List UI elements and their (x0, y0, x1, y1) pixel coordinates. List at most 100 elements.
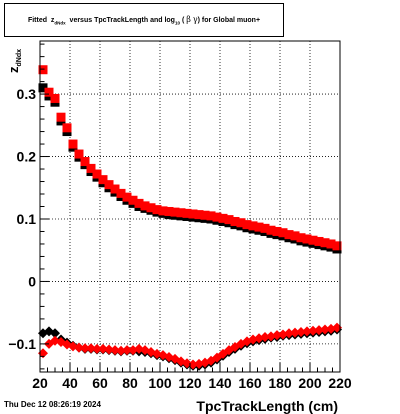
grid-lines (40, 41, 340, 372)
data-point-diamond (92, 343, 102, 354)
data-point-square (272, 226, 282, 236)
y-tick-label: 0.2 (17, 149, 37, 165)
x-tick-label: 220 (328, 375, 352, 391)
data-point-square (38, 83, 48, 93)
data-point-diamond (302, 326, 312, 337)
data-point-square (116, 188, 126, 198)
x-tick-label: 60 (92, 375, 108, 391)
data-point-diamond (314, 325, 324, 336)
data-point-diamond (86, 343, 96, 354)
data-point-square (38, 65, 48, 75)
data-point-diamond (50, 328, 60, 339)
data-point-square (152, 205, 162, 215)
data-series (38, 65, 342, 371)
data-point-diamond (260, 332, 270, 343)
data-point-square (50, 93, 60, 103)
data-point-square (188, 209, 198, 219)
data-point-square (170, 207, 180, 217)
data-point-square (206, 211, 216, 221)
data-point-diamond (296, 327, 306, 338)
x-tick-label: 160 (238, 375, 262, 391)
y-axis-label-subscript: dNdx (16, 49, 23, 67)
data-point-square (86, 163, 96, 173)
y-axis-label-main: z (6, 66, 21, 73)
data-point-square (68, 139, 78, 149)
y-tick-label: 0.3 (17, 86, 37, 102)
data-point-diamond (308, 325, 318, 336)
title-prefix: Fitted (27, 16, 48, 24)
data-point-square (164, 206, 174, 216)
data-point-square (308, 235, 318, 245)
data-point-square (128, 195, 138, 205)
chart-title: Fitted zdNdx versus TpcTrackLength and l… (28, 15, 260, 25)
data-point-square (332, 241, 342, 251)
data-point-diamond (110, 345, 120, 356)
data-point-diamond (80, 343, 90, 354)
data-point-square (104, 180, 114, 190)
data-point-diamond (272, 330, 282, 341)
data-point-square (242, 220, 252, 230)
series-3 (38, 322, 342, 370)
data-point-diamond (320, 324, 330, 335)
x-tick-label: 100 (148, 375, 172, 391)
data-point-square (278, 228, 288, 238)
series-1 (38, 65, 342, 251)
title-middle: versus TpcTrackLength and log (69, 16, 175, 24)
x-tick-label: 120 (178, 375, 202, 391)
title-paren-open: ( (181, 16, 185, 24)
title-gamma: γ (192, 14, 198, 24)
x-tick-label: 80 (122, 375, 138, 391)
title-suffix: for Global muon+ (201, 16, 261, 24)
y-tick-label: −0.1 (8, 336, 36, 352)
data-point-diamond (122, 345, 132, 356)
data-point-square (314, 236, 324, 246)
y-axis-label: zdNdx (6, 49, 23, 73)
y-tick-label: 0.1 (17, 211, 37, 227)
data-point-square (44, 87, 54, 97)
axis-ticks: 20 40 60 80 100 120 140 160 180 200 220 −0.1 0 0.1 0.2… (8, 43, 352, 391)
data-point-square (182, 208, 192, 218)
data-point-square (218, 213, 228, 223)
data-point-square (140, 201, 150, 211)
data-point-square (260, 223, 270, 233)
x-tick-label: 140 (208, 375, 232, 391)
data-point-square (326, 239, 336, 249)
title-var: z (50, 16, 55, 24)
data-point-square (290, 231, 300, 241)
data-point-square (110, 184, 120, 194)
data-point-square (158, 206, 168, 216)
data-point-diamond (74, 342, 84, 353)
data-point-square (92, 169, 102, 179)
title-beta: β (186, 14, 191, 24)
data-point-diamond (116, 345, 126, 356)
data-point-square (80, 157, 90, 167)
data-point-square (146, 203, 156, 213)
data-point-square (230, 216, 240, 226)
data-point-diamond (290, 327, 300, 338)
title-paren-close: ) (197, 16, 200, 24)
data-point-square (62, 123, 72, 133)
data-point-square (296, 233, 306, 243)
data-point-square (194, 210, 204, 220)
data-point-square (122, 192, 132, 202)
title-box: Fitted zdNdx versus TpcTrackLength and l… (4, 3, 284, 37)
data-point-square (134, 198, 144, 208)
data-point-diamond (98, 343, 108, 354)
data-point-square (212, 212, 222, 222)
y-tick-label: 0 (28, 273, 36, 289)
data-point-square (56, 112, 66, 122)
x-tick-label: 40 (62, 375, 78, 391)
data-point-diamond (284, 328, 294, 339)
timestamp: Thu Dec 12 08:26:19 2024 (4, 400, 101, 409)
data-point-square (236, 218, 246, 228)
data-point-square (176, 208, 186, 218)
x-tick-label: 180 (268, 375, 292, 391)
data-point-square (248, 221, 258, 231)
data-point-square (200, 210, 210, 220)
data-point-square (74, 149, 84, 159)
x-tick-label: 20 (32, 375, 48, 391)
x-tick-label: 200 (298, 375, 322, 391)
data-point-square (320, 238, 330, 248)
title-var-subscript: dNdx (54, 20, 66, 26)
